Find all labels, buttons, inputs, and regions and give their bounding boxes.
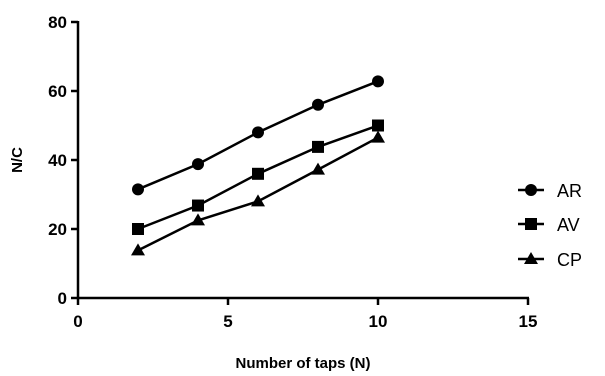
x-tick-label: 10 — [369, 312, 388, 331]
data-point-av — [132, 223, 144, 235]
x-tick-label: 5 — [223, 312, 232, 331]
x-tick-label: 15 — [519, 312, 538, 331]
data-point-cp — [371, 130, 385, 143]
data-point-ar — [132, 183, 144, 196]
y-tick-label: 60 — [48, 82, 67, 101]
legend-item-ar: AR — [518, 181, 582, 201]
series-line-cp — [137, 136, 379, 252]
data-point-ar — [312, 98, 324, 111]
y-axis-title: N/C — [9, 147, 26, 173]
data-point-ar — [192, 158, 204, 171]
legend-marker — [524, 252, 538, 264]
data-point-av — [252, 167, 264, 180]
plot-area — [131, 75, 385, 256]
series-av — [132, 119, 384, 235]
y-tick-label: 20 — [48, 220, 67, 239]
legend-marker — [525, 184, 537, 196]
data-point-av — [192, 199, 204, 212]
chart-axes — [76, 21, 529, 300]
legend: AR AV CP — [518, 181, 582, 270]
legend-label: CP — [557, 250, 582, 270]
data-point-cp — [311, 162, 325, 175]
axis-ticks: 0 20 40 60 80 0 5 10 15 — [48, 13, 537, 331]
legend-item-av: AV — [518, 215, 580, 235]
legend-item-cp: CP — [518, 250, 582, 270]
data-point-av — [312, 140, 324, 153]
legend-label: AR — [557, 181, 582, 201]
series-cp — [131, 130, 385, 256]
data-point-cp — [191, 213, 205, 226]
y-tick-label: 0 — [58, 289, 67, 308]
y-tick-label: 80 — [48, 13, 67, 32]
data-point-ar — [372, 75, 384, 88]
x-axis-title: Number of taps (N) — [236, 355, 371, 372]
series-ar — [132, 75, 384, 196]
data-point-ar — [252, 126, 264, 139]
data-point-cp — [131, 243, 145, 256]
legend-label: AV — [557, 215, 580, 235]
legend-marker — [525, 218, 537, 230]
y-tick-label: 40 — [48, 151, 67, 170]
data-point-cp — [251, 194, 265, 207]
data-point-av — [372, 119, 384, 132]
x-tick-label: 0 — [73, 312, 82, 331]
